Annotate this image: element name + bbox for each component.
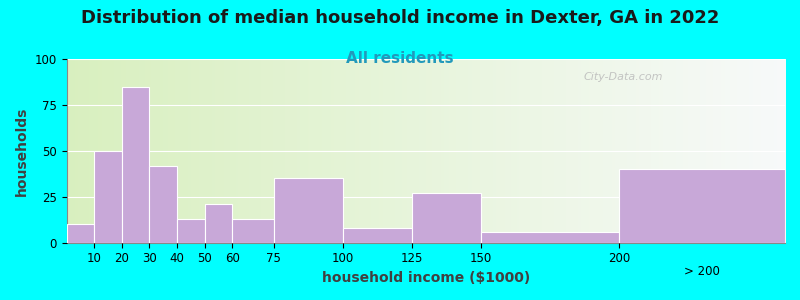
X-axis label: household income ($1000): household income ($1000) — [322, 271, 530, 285]
Bar — [150, 166, 177, 243]
Bar — [412, 193, 481, 243]
Bar — [66, 224, 94, 243]
Bar — [343, 228, 412, 243]
Bar — [205, 204, 232, 243]
Bar — [232, 219, 274, 243]
Bar — [619, 169, 785, 243]
Bar — [94, 151, 122, 243]
Text: City-Data.com: City-Data.com — [584, 72, 663, 82]
Y-axis label: households: households — [15, 106, 29, 196]
Text: > 200: > 200 — [684, 265, 720, 278]
Bar — [481, 232, 619, 243]
Bar — [177, 219, 205, 243]
Text: Distribution of median household income in Dexter, GA in 2022: Distribution of median household income … — [81, 9, 719, 27]
Bar — [122, 87, 150, 243]
Bar — [274, 178, 343, 243]
Text: All residents: All residents — [346, 51, 454, 66]
